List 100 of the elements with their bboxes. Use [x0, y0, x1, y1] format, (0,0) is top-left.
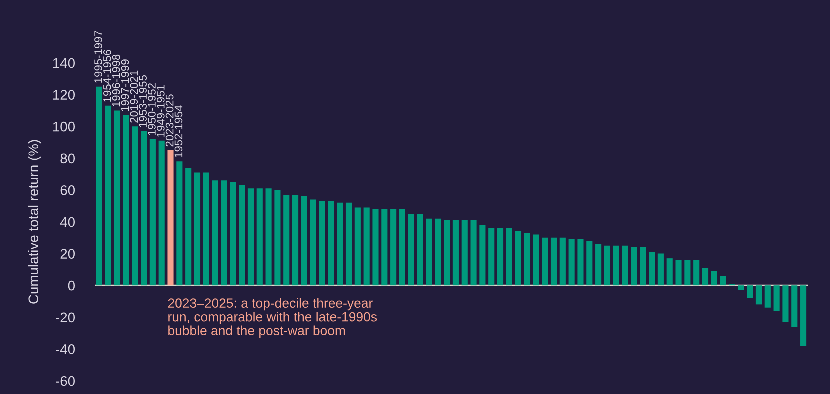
bar — [96, 86, 102, 286]
y-axis-title: Cumulative total return (%) — [28, 140, 42, 304]
bar — [604, 246, 610, 286]
bar — [774, 286, 780, 312]
bar — [506, 228, 512, 286]
bar — [399, 209, 406, 286]
bar — [613, 246, 620, 286]
bar — [631, 247, 638, 286]
bar — [256, 188, 263, 286]
x-tick-label: 1954-1956 — [103, 50, 112, 102]
bar — [230, 182, 236, 286]
bar — [800, 286, 807, 346]
bar — [150, 139, 156, 286]
bar — [747, 286, 754, 298]
bar — [417, 214, 424, 286]
bar — [658, 254, 664, 286]
bar — [123, 115, 130, 286]
y-tick-label: 80 — [60, 154, 76, 164]
bar — [596, 244, 602, 286]
bar — [515, 232, 522, 286]
bar — [176, 162, 183, 286]
bar — [319, 201, 326, 286]
bar — [738, 286, 744, 290]
x-tick-label: 2023-2025 — [166, 94, 174, 147]
x-tick-label: 1952-1954 — [174, 106, 183, 158]
bar — [221, 180, 228, 286]
x-tick-label: 1950-1952 — [148, 84, 156, 136]
bar — [382, 209, 388, 286]
x-tick-label: 1953-1955 — [139, 76, 147, 128]
x-tick-label: 2019-2021 — [130, 70, 138, 123]
y-tick-label: 100 — [53, 122, 76, 132]
bar — [684, 260, 691, 286]
x-tick-label: 1995-1997 — [94, 31, 102, 83]
bar — [266, 188, 272, 286]
bar — [132, 126, 138, 286]
bar — [194, 172, 201, 286]
bar — [470, 220, 477, 286]
bar — [480, 225, 486, 286]
bar — [578, 239, 584, 286]
bar — [444, 220, 450, 286]
bar — [542, 238, 548, 286]
bar — [301, 196, 308, 286]
bar — [390, 209, 397, 286]
bar — [328, 201, 334, 286]
bar — [640, 247, 646, 286]
bar — [560, 238, 566, 286]
bar — [666, 258, 673, 286]
bar — [186, 168, 192, 286]
bar — [284, 194, 290, 286]
bar — [524, 233, 530, 286]
bar — [105, 106, 112, 286]
bar — [274, 190, 281, 286]
y-tick-label: -60 — [56, 376, 76, 386]
x-tick-label: 1997-1999 — [121, 60, 130, 112]
y-tick-label: 140 — [53, 58, 76, 68]
y-tick-label: 60 — [60, 186, 76, 196]
bar — [586, 241, 593, 286]
bar — [248, 188, 254, 286]
annotation: 2023–2025: a top-decile three-year run, comparable with the late-1990s bubble and the post-war boom — [168, 298, 378, 338]
bar — [346, 202, 352, 286]
y-tick-label: 0 — [68, 280, 76, 291]
bar — [550, 238, 558, 286]
x-tick-label: 1996-1998 — [112, 54, 120, 107]
bar — [364, 208, 370, 286]
bar — [372, 209, 379, 286]
x-tick-label: 1949-1951 — [156, 85, 165, 137]
bar — [649, 252, 656, 286]
bar — [756, 286, 762, 305]
bar — [310, 200, 316, 286]
bar — [337, 202, 344, 286]
y-tick-label: 20 — [60, 249, 76, 259]
bar — [354, 208, 361, 286]
bar — [452, 220, 459, 286]
bar — [711, 271, 718, 286]
bar — [782, 286, 789, 322]
bar — [497, 228, 504, 286]
y-tick-label: 120 — [53, 90, 76, 100]
bar — [462, 220, 468, 286]
bar — [702, 268, 709, 286]
y-tick-label: 40 — [60, 217, 76, 228]
bar — [488, 228, 495, 286]
y-tick-label: -20 — [56, 312, 76, 323]
y-tick-label: -40 — [56, 344, 76, 354]
bar — [533, 234, 540, 286]
bar — [694, 260, 700, 286]
bar — [239, 185, 246, 286]
bar — [140, 131, 148, 286]
bar — [764, 286, 771, 308]
bar — [114, 110, 120, 286]
bar — [292, 194, 299, 286]
bar — [792, 286, 798, 327]
bar — [212, 180, 218, 286]
bar — [168, 150, 174, 286]
bar — [676, 260, 682, 286]
bar — [568, 239, 575, 286]
bar — [622, 246, 628, 286]
bar — [408, 214, 414, 286]
bar — [720, 276, 726, 286]
bar — [158, 140, 165, 286]
bar — [203, 172, 210, 286]
